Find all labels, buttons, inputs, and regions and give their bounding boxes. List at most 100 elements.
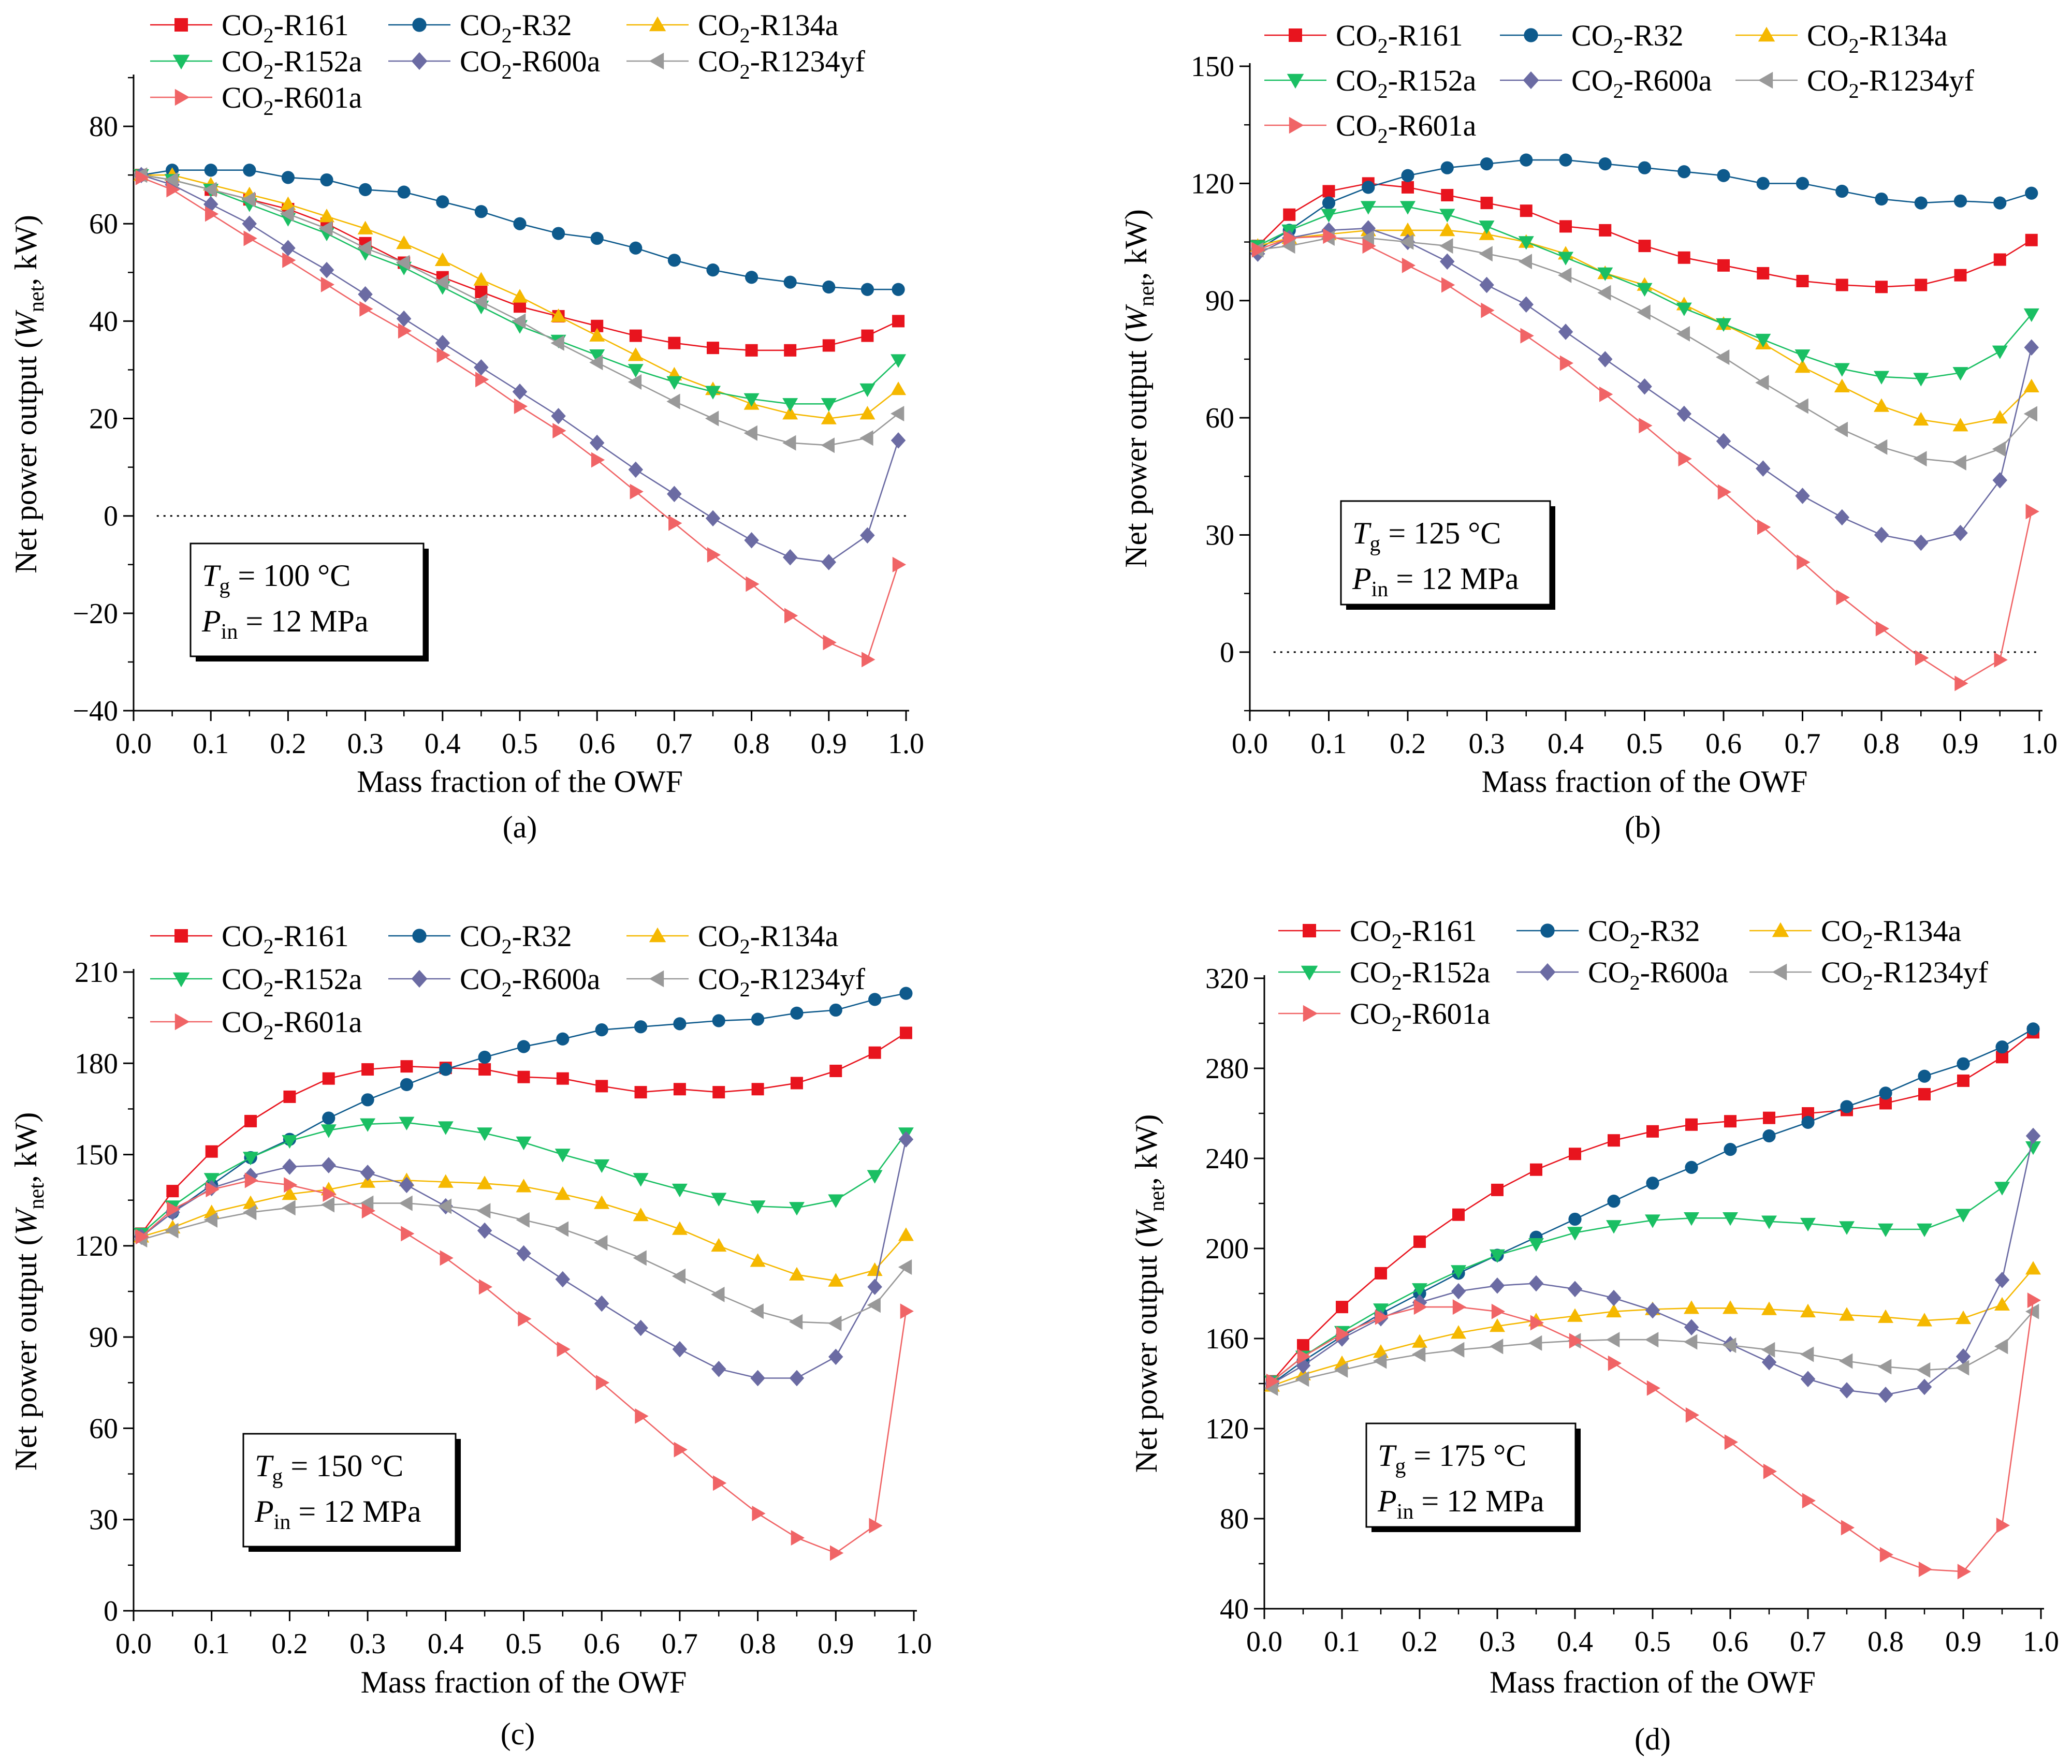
data-point (284, 1177, 298, 1193)
legend-marker (1289, 116, 1304, 134)
data-point (1800, 1346, 1814, 1362)
data-point (1917, 1362, 1931, 1378)
data-point (1839, 1307, 1855, 1321)
legend-marker (1303, 1005, 1318, 1022)
data-point (322, 1072, 335, 1085)
data-point (867, 1262, 883, 1276)
x-tick-label: 0.9 (1945, 1626, 1981, 1658)
data-point (361, 1203, 376, 1219)
data-point (782, 398, 798, 412)
data-point (477, 1222, 492, 1239)
data-point (1678, 451, 1692, 467)
data-point (244, 1172, 258, 1188)
data-point (135, 169, 149, 185)
legend-label: CO2-R601a (1350, 997, 1490, 1036)
data-point (396, 255, 410, 271)
series-co2-r601a (1252, 228, 2039, 692)
legend-label: CO2-R601a (1336, 109, 1476, 148)
data-point (2027, 1292, 2041, 1309)
series-co2-r32 (1251, 153, 2038, 257)
data-point (282, 1200, 296, 1216)
x-tick-label: 0.6 (1705, 728, 1742, 760)
x-tick-label: 1.0 (2021, 728, 2058, 760)
chart-panel-a: 0.0 0.1 0.2 0.3 0.4 0.5 0.6 0.7 0.8 0.9 1.0 −40 −20 0… (9, 8, 924, 844)
y-tick-label: 60 (89, 208, 118, 240)
data-point (782, 406, 798, 420)
data-point (1606, 1220, 1622, 1234)
data-point (1716, 318, 1731, 332)
data-point (791, 1530, 805, 1546)
data-point (860, 527, 875, 544)
legend-marker (172, 54, 190, 70)
data-point (1802, 1493, 1816, 1509)
y-tick-label: 60 (89, 1413, 118, 1445)
y-tick-label: 320 (1205, 963, 1249, 995)
data-point (2023, 308, 2039, 322)
data-point (552, 423, 566, 439)
data-point (474, 205, 488, 218)
data-point (589, 355, 603, 371)
legend-marker (412, 18, 427, 32)
data-point (635, 1408, 649, 1424)
data-point (1528, 1275, 1544, 1292)
condition-annotation: Tg = 150 °C Pin = 12 MPa (242, 1433, 461, 1552)
data-point (1757, 267, 1770, 280)
data-point (1878, 1387, 1893, 1403)
data-point (1996, 1518, 2010, 1533)
data-point (1519, 296, 1534, 313)
data-point (1568, 1212, 1582, 1226)
legend-label: CO2-R1234yf (1807, 64, 1975, 102)
data-point (633, 1250, 647, 1266)
y-tick-label: 150 (1191, 51, 1234, 83)
data-point (589, 328, 605, 342)
data-point (751, 1012, 765, 1026)
data-point (1452, 1208, 1465, 1221)
y-tick-label: 60 (1205, 402, 1234, 434)
data-point (1763, 1111, 1775, 1124)
data-point (589, 349, 605, 363)
data-point (319, 209, 334, 223)
data-point (1685, 1407, 1699, 1423)
data-point (1755, 375, 1769, 391)
data-point (668, 515, 682, 531)
data-point (1283, 208, 1296, 221)
x-tick-label: 0.1 (1311, 728, 1347, 760)
data-point (1917, 1313, 1932, 1327)
data-point (1400, 234, 1414, 250)
series-co2-r152a (1264, 1141, 2041, 1389)
data-point (439, 1063, 453, 1076)
data-point (828, 1273, 844, 1287)
data-point (1373, 1353, 1387, 1369)
legend-label: CO2-R161 (222, 919, 349, 958)
data-point (784, 608, 798, 624)
data-point (1915, 278, 1928, 291)
data-point (743, 425, 757, 441)
legend-marker (174, 89, 190, 106)
legend-label: CO2-R161 (1350, 914, 1477, 953)
series-co2-r152a (134, 1116, 914, 1242)
y-tick-label: 120 (1205, 1413, 1249, 1445)
data-point (437, 1174, 454, 1188)
data-point (1875, 281, 1888, 293)
data-point (400, 1060, 413, 1073)
data-point (1757, 519, 1771, 535)
data-point (1283, 230, 1297, 246)
axes: 0.0 0.1 0.2 0.3 0.4 0.5 0.6 0.7 0.8 0.9 1.0 40 80 120… (1205, 963, 2059, 1658)
data-point (1412, 1334, 1427, 1348)
data-point (359, 183, 372, 196)
y-tick-label: 120 (75, 1230, 118, 1262)
data-point (1520, 328, 1534, 344)
data-point (518, 1311, 532, 1327)
panel-caption: (c) (501, 1717, 535, 1751)
data-point (828, 1315, 842, 1331)
data-point (361, 1063, 374, 1076)
x-tick-label: 0.8 (1863, 728, 1900, 760)
data-point (551, 408, 566, 424)
data-point (1801, 1115, 1815, 1129)
data-point (789, 1314, 803, 1330)
data-point (434, 252, 450, 266)
data-point (1490, 1339, 1504, 1355)
y-tick-label: 90 (89, 1321, 118, 1354)
data-point (782, 435, 796, 451)
data-point (1606, 1332, 1620, 1348)
